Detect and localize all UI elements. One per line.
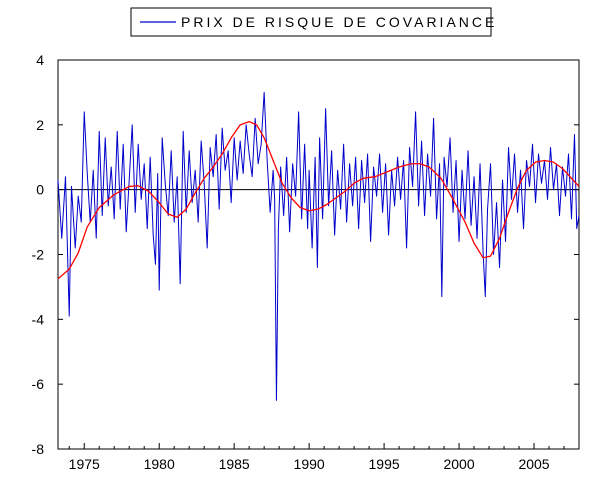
x-tick-label: 1985 <box>219 456 250 472</box>
y-tick-label: 4 <box>36 52 44 68</box>
x-tick-label: 1995 <box>369 456 400 472</box>
plot-area <box>57 59 580 450</box>
series-layer <box>57 91 580 401</box>
legend-label: PRIX DE RISQUE DE COVARIANCE <box>181 14 497 30</box>
x-tick-label: 1980 <box>144 456 175 472</box>
x-axis: 1975 1980 1985 1990 1995 2000 2005 <box>69 443 580 472</box>
x-tick-label: 2005 <box>518 456 549 472</box>
x-tick-label: 2000 <box>443 456 474 472</box>
x-tick-label: 1990 <box>294 456 325 472</box>
y-axis: 4 2 0 -2 -4 -6 -8 <box>32 52 579 457</box>
legend-box <box>130 7 492 37</box>
series-line-trend <box>57 120 580 280</box>
y-tick-label: 2 <box>36 117 44 133</box>
series-line-covariance-risk-price <box>57 91 580 401</box>
y-tick-label: -8 <box>32 441 45 457</box>
y-tick-label: -2 <box>32 247 45 263</box>
y-tick-label: -6 <box>32 376 45 392</box>
y-tick-label: -4 <box>32 311 45 327</box>
x-tick-label: 1975 <box>69 456 100 472</box>
y-tick-label: 0 <box>36 182 44 198</box>
legend: PRIX DE RISQUE DE COVARIANCE <box>130 7 497 37</box>
